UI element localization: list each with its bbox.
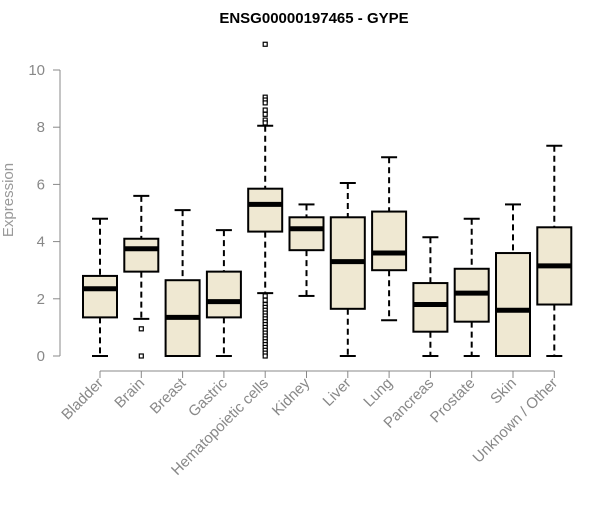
box-group — [536, 144, 573, 357]
x-tick-label: Bladder — [58, 375, 107, 424]
box-group — [495, 203, 531, 357]
x-tick-label: Brain — [111, 375, 148, 412]
outlier-point — [262, 293, 268, 299]
box-group — [82, 217, 118, 357]
x-tick-label: Liver — [320, 375, 355, 410]
box — [82, 274, 118, 319]
outlier-point — [262, 120, 268, 126]
box-group — [453, 217, 490, 357]
x-tick-label: Lung — [360, 375, 396, 411]
box — [205, 270, 242, 319]
outlier-point — [262, 111, 268, 117]
box-group — [164, 209, 201, 357]
axes-layer: 0 2 4 6 8 10 — [28, 62, 555, 378]
outlier-point — [262, 100, 268, 106]
box-group — [412, 236, 449, 357]
box — [288, 216, 325, 252]
chart-title: ENSG00000197465 - GYPE — [219, 10, 408, 27]
box-group — [371, 156, 408, 322]
box — [371, 210, 408, 272]
outlier-point — [138, 326, 144, 332]
box — [247, 187, 284, 233]
box-group — [288, 203, 325, 297]
box-group — [247, 41, 284, 359]
x-tick-label: Skin — [487, 375, 520, 408]
y-tick-label: 4 — [37, 234, 45, 251]
outlier-point — [138, 353, 144, 359]
y-axis-label: Expression — [0, 163, 17, 237]
y-tick-label: 0 — [37, 348, 45, 365]
box — [412, 282, 449, 333]
y-tick-label: 6 — [37, 176, 45, 193]
x-tick-label: Breast — [147, 374, 190, 417]
y-tick-label: 2 — [37, 291, 45, 308]
y-tick-label: 8 — [37, 119, 45, 136]
box-group — [123, 194, 160, 359]
box — [495, 252, 531, 357]
box — [123, 237, 160, 273]
plot-layer — [82, 41, 573, 359]
outlier-point — [262, 41, 268, 47]
outlier-point — [262, 353, 268, 359]
box-group — [329, 181, 366, 357]
y-tick-label: 10 — [28, 62, 45, 79]
outlier-point — [262, 107, 268, 113]
box-group — [205, 229, 242, 357]
outlier-point — [262, 297, 268, 303]
x-tick-label: Kidney — [269, 374, 314, 419]
x-tick-label: Prostate — [427, 375, 479, 427]
